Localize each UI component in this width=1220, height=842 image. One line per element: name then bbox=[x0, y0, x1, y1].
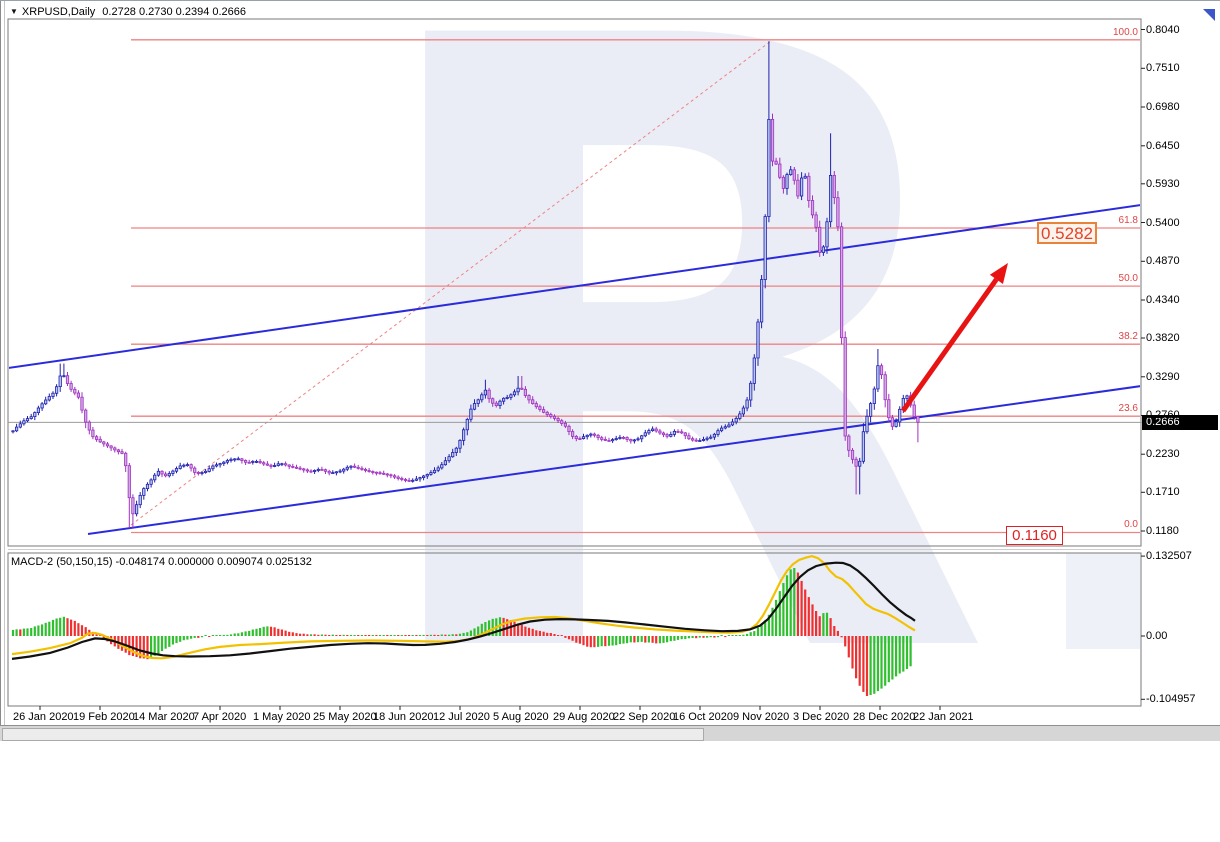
date-axis-label: 7 Apr 2020 bbox=[193, 711, 247, 723]
date-axis-label: 1 May 2020 bbox=[253, 711, 311, 723]
macd-axis-label: -0.104957 bbox=[1146, 693, 1196, 706]
trend-channel-lines[interactable] bbox=[8, 204, 1141, 535]
price-axis-label: 0.3290 bbox=[1146, 370, 1180, 383]
price-axis-label: 0.2760 bbox=[1146, 409, 1180, 422]
symbol-timeframe-label: XRPUSD,Daily bbox=[21, 6, 96, 18]
macd-indicator-title: MACD-2 (50,150,15) -0.048174 0.000000 0.… bbox=[11, 556, 312, 568]
chart-shift-icon[interactable] bbox=[1203, 9, 1215, 21]
macd-axis-label: 0.00 bbox=[1146, 630, 1168, 642]
price-axis-label: 0.6450 bbox=[1146, 139, 1180, 152]
price-axis-label: 0.6980 bbox=[1146, 101, 1180, 114]
fib-level-label: 0.0 bbox=[1124, 519, 1138, 531]
date-axis-label: 26 Jan 2020 bbox=[13, 711, 74, 723]
price-axis-label: 0.5400 bbox=[1146, 216, 1180, 229]
fib-level-label: 61.8 bbox=[1118, 214, 1138, 226]
candlestick-series bbox=[11, 41, 920, 529]
date-axis-label: 16 Oct 2020 bbox=[673, 711, 733, 723]
macd-axis-label: 0.132507 bbox=[1146, 550, 1192, 563]
date-axis-label: 18 Jun 2020 bbox=[373, 711, 434, 723]
date-axis-label: 9 Nov 2020 bbox=[733, 711, 790, 723]
price-axis-label: 0.5930 bbox=[1146, 177, 1180, 190]
fib-level-label: 100.0 bbox=[1112, 26, 1138, 38]
axis-ticks bbox=[39, 29, 1145, 710]
price-axis-label: 0.3820 bbox=[1146, 332, 1180, 344]
date-axis-label: 28 Dec 2020 bbox=[853, 711, 916, 723]
date-axis-label: 12 Jul 2020 bbox=[433, 711, 490, 723]
date-axis-label: 29 Aug 2020 bbox=[553, 711, 615, 723]
ohlc-values: 0.2728 0.2730 0.2394 0.2666 bbox=[102, 6, 247, 18]
date-axis-label: 5 Aug 2020 bbox=[493, 711, 549, 723]
date-axis-label: 22 Jan 2021 bbox=[913, 711, 974, 723]
price-axis-label: 0.4340 bbox=[1146, 294, 1180, 306]
chart-canvas[interactable] bbox=[0, 1, 1220, 741]
price-axis-label: 0.8040 bbox=[1146, 23, 1180, 36]
date-axis-label: 22 Sep 2020 bbox=[613, 711, 676, 723]
window-frame-line bbox=[0, 1, 1, 727]
fibonacci-retracement[interactable] bbox=[130, 39, 1141, 534]
broker-watermark-fragment bbox=[1066, 553, 1140, 649]
fib-level-label: 38.2 bbox=[1118, 331, 1138, 343]
price-axis-label: 0.7510 bbox=[1146, 62, 1180, 75]
window-frame-line bbox=[4, 1, 5, 727]
fib-level-label: 23.6 bbox=[1118, 403, 1138, 415]
macd-histogram bbox=[11, 568, 912, 696]
fib-level-label: 50.0 bbox=[1118, 273, 1138, 285]
broker-watermark: R bbox=[348, 0, 995, 842]
date-axis-label: 25 May 2020 bbox=[313, 711, 377, 723]
trend-arrow[interactable] bbox=[900, 263, 1008, 413]
price-axis-label: 0.1180 bbox=[1146, 524, 1179, 537]
price-axis-label: 0.2230 bbox=[1146, 448, 1180, 461]
date-axis-label: 3 Dec 2020 bbox=[793, 711, 850, 723]
price-target-upper-label[interactable]: 0.5282 bbox=[1037, 222, 1097, 244]
pane-borders bbox=[7, 18, 1142, 707]
price-axis-label: 0.4870 bbox=[1146, 255, 1180, 268]
price-target-lower-label[interactable]: 0.1160 bbox=[1006, 526, 1063, 545]
date-axis-label: 19 Feb 2020 bbox=[73, 711, 135, 723]
chart-title: ▼ XRPUSD,Daily 0.2728 0.2730 0.2394 0.2666 bbox=[10, 6, 246, 18]
symbol-dropdown-icon[interactable]: ▼ bbox=[10, 7, 18, 16]
date-axis-label: 14 Mar 2020 bbox=[133, 711, 195, 723]
current-price-badge: 0.2666 bbox=[1142, 415, 1218, 431]
price-axis-label: 0.1710 bbox=[1146, 486, 1180, 499]
trading-terminal-window: { "window": { "symbol_dropdown_glyph": "… bbox=[0, 0, 1220, 773]
macd-signal-black bbox=[11, 561, 916, 660]
